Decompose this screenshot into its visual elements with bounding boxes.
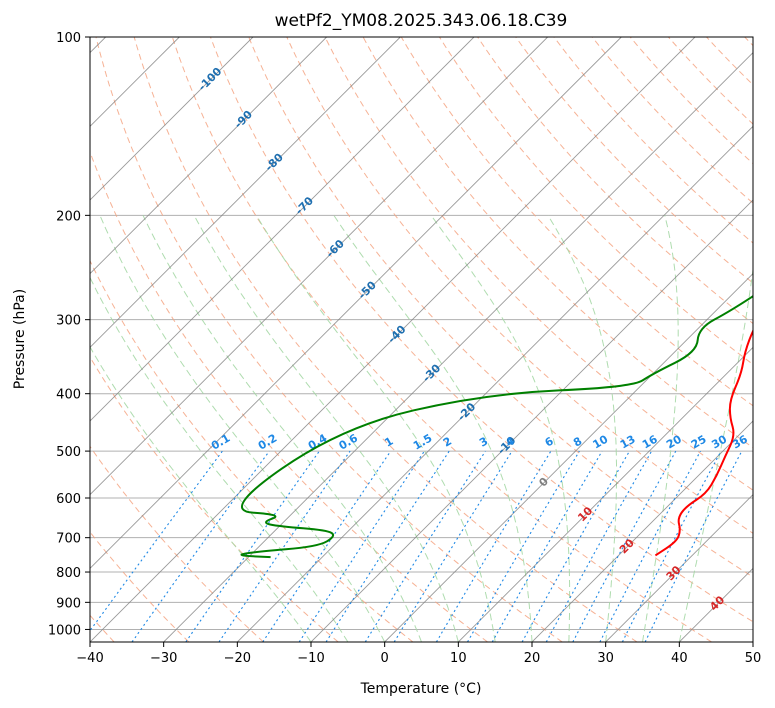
y-tick-label: 200 [56,209,81,224]
dry-adiabat-line [515,37,753,284]
isotherm-line [237,125,753,642]
moist-adiabat-line [142,215,422,642]
y-tick-label: 700 [56,532,81,547]
mixing-ratio-line [467,450,580,642]
dry-adiabat-line [90,445,264,642]
y-tick-label: 600 [56,492,81,507]
x-tick-label: −20 [224,651,251,666]
moist-adiabat-line [99,215,386,642]
dry-adiabat-line [133,37,638,642]
x-tick-label: −10 [297,651,324,666]
mixing-ratio-line [393,450,513,642]
x-tick-label: 40 [671,651,688,666]
mixing-ratio-line [325,450,450,642]
mixing-ratio-line [491,450,603,642]
isotherm-line [90,37,548,496]
moist-adiabat-line [255,215,496,642]
mixing-ratio-line [364,450,486,642]
dry-adiabat-line [95,37,563,642]
x-axis-label: Temperature (°C) [360,681,482,697]
isotherm-line [531,420,753,642]
isotherm-line [90,37,475,422]
x-tick-label: 10 [450,651,467,666]
isotherm-line [90,37,254,201]
mixing-ratio-line [131,450,270,642]
dry-adiabat-line [210,37,753,623]
mixing-ratio-line [90,450,223,632]
mixing-ratio-line [545,450,653,642]
moist-adiabat-line [90,276,349,642]
mixing-ratio-line [644,450,743,642]
chart-title: wetPf2_YM08.2025.343.06.18.C39 [275,11,568,31]
moist-adiabat-line [193,215,459,642]
isotherm-line [458,346,753,642]
x-tick-label: 50 [745,651,762,666]
dry-adiabat-line [324,37,753,491]
dry-adiabat-line [629,37,753,165]
y-tick-label: 400 [56,388,81,403]
y-tick-label: 500 [56,445,81,460]
dry-adiabat-line [477,37,753,325]
mixing-ratio-line [621,450,722,642]
plot-area: -100-90-80-70-60-50-40-30-20-10010203040… [90,37,753,642]
mixing-ratio-line [435,450,552,642]
dry-adiabat-line [400,37,753,407]
mixing-ratio-line [599,450,701,642]
isotherm-line [90,37,622,569]
x-tick-label: 0 [381,651,389,666]
mixing-ratio-lines [90,450,743,642]
plot-frame [89,36,754,643]
moist-adiabat-line [333,215,533,642]
pressure-gridlines [90,37,753,630]
y-tick-label: 800 [56,566,81,581]
moist-adiabat-line [547,215,617,642]
x-tick-label: 30 [597,651,614,666]
isotherm-line [90,37,327,275]
y-tick-label: 900 [56,596,81,611]
mixing-ratio-line [572,450,677,642]
y-axis-ticks: 100 200 300 400 500 600 700 800 900 1000 [48,31,90,638]
x-tick-label: −40 [76,651,103,666]
profiles [240,294,753,559]
isotherm-line [605,494,753,642]
x-tick-label: 20 [524,651,541,666]
moist-adiabat-line [678,265,753,642]
dry-adiabats [90,37,753,642]
dry-adiabat-line [248,37,753,578]
x-tick-label: −30 [150,651,177,666]
dry-adiabat-line [591,37,753,204]
moist-adiabat-line [90,345,312,642]
mixing-ratio-line [185,450,320,642]
isotherm-line [90,37,696,642]
dry-adiabat-line [171,37,712,642]
isotherm-line [90,37,401,348]
isotherm-line [384,273,753,642]
dewpoint-profile [240,294,753,559]
isotherm-line [310,199,753,642]
dry-adiabat-line [90,259,414,642]
moist-adiabat-line [642,215,679,642]
y-tick-label: 1000 [48,623,81,638]
mixing-ratio-line [521,450,630,642]
y-tick-label: 300 [56,314,81,329]
isotherm-line [163,52,753,642]
x-axis-ticks: −40 −30 −20 −10 0 10 20 30 40 50 [76,642,761,666]
temperature-profile [654,328,753,557]
y-tick-label: 100 [56,31,81,46]
y-axis-label: Pressure (hPa) [12,289,28,389]
mixing-ratio-line [298,450,425,642]
isotherms [90,37,753,642]
